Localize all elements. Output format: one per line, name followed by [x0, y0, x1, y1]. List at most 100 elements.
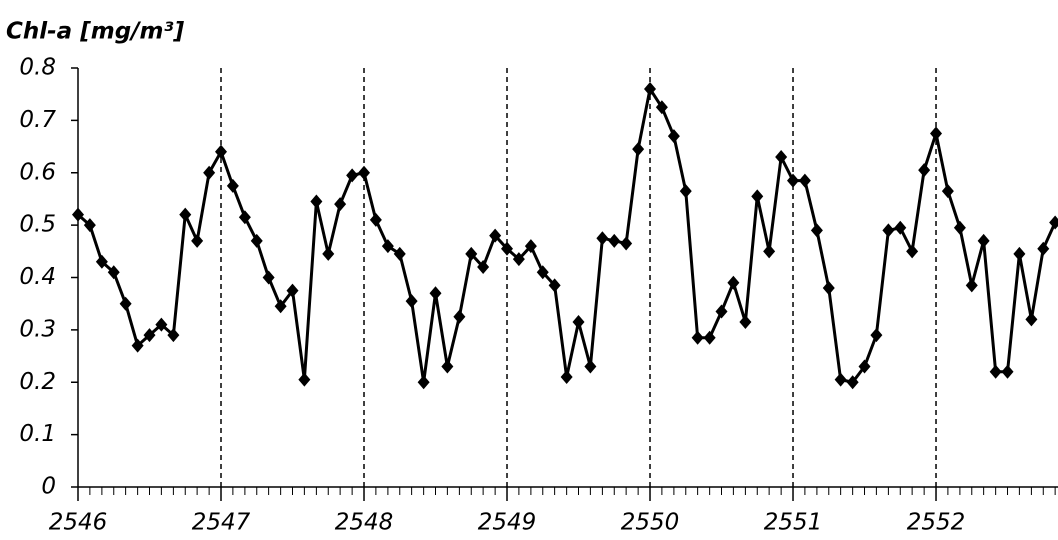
data-point	[930, 126, 943, 141]
data-point	[739, 315, 752, 330]
data-point	[763, 244, 776, 259]
data-point	[989, 364, 1002, 379]
data-point	[405, 294, 418, 309]
data-point	[131, 338, 144, 353]
data-point	[798, 173, 811, 188]
data-point	[941, 184, 954, 199]
data-point	[584, 359, 597, 374]
data-point	[381, 239, 394, 254]
x-tick-label: 2547	[192, 510, 251, 536]
data-point	[596, 231, 609, 246]
data-point	[322, 246, 335, 261]
y-tick-label: 0.5	[19, 212, 56, 238]
data-point	[226, 178, 239, 193]
data-point	[536, 265, 549, 280]
data-point	[894, 220, 907, 235]
y-tick-label: 0.1	[19, 421, 56, 447]
data-point	[977, 233, 990, 248]
data-point	[310, 194, 323, 209]
x-tick-label: 2550	[621, 510, 680, 536]
data-point	[358, 165, 371, 180]
data-point	[95, 254, 108, 269]
data-point	[512, 252, 525, 267]
data-point	[1013, 246, 1026, 261]
data-point	[787, 173, 800, 188]
data-point	[632, 142, 645, 157]
y-tick-label: 0.2	[19, 369, 56, 395]
x-tick-label: 2548	[335, 510, 394, 536]
data-point	[107, 265, 120, 280]
data-point	[167, 328, 180, 343]
data-point	[119, 296, 132, 311]
data-point	[644, 81, 657, 96]
data-point	[882, 223, 895, 238]
data-point	[334, 197, 347, 212]
data-point	[72, 207, 84, 222]
y-tick-label: 0.4	[19, 264, 56, 290]
data-point	[667, 129, 680, 144]
data-point	[524, 239, 537, 254]
data-point	[810, 223, 823, 238]
data-point	[834, 372, 847, 387]
x-tick-label: 2551	[764, 510, 823, 536]
data-point	[608, 233, 621, 248]
data-point	[143, 328, 156, 343]
data-point	[489, 228, 502, 243]
x-tick-label: 2549	[478, 510, 537, 536]
data-point	[191, 233, 204, 248]
data-point	[775, 150, 788, 165]
y-tick-label: 0.8	[19, 55, 56, 81]
data-point	[679, 184, 692, 199]
y-tick-label: 0.3	[19, 316, 56, 342]
chart-title: Chl-a [mg/m³]	[6, 19, 185, 45]
data-point	[655, 100, 668, 115]
data-point	[1025, 312, 1038, 327]
data-point	[715, 304, 728, 319]
data-point	[417, 375, 430, 390]
data-point	[155, 317, 168, 332]
data-point	[238, 210, 251, 225]
data-point	[572, 315, 585, 330]
data-point	[727, 275, 740, 290]
data-point	[501, 241, 514, 256]
data-point	[1001, 364, 1014, 379]
data-point	[298, 372, 311, 387]
data-point	[262, 270, 275, 285]
data-point	[83, 218, 96, 233]
data-point	[691, 330, 704, 345]
data-point	[965, 278, 978, 293]
data-point	[1037, 241, 1050, 256]
y-tick-label: 0	[41, 474, 56, 500]
data-point	[203, 165, 216, 180]
data-point	[369, 212, 382, 227]
y-tick-label: 0.6	[19, 159, 56, 185]
data-point	[703, 330, 716, 345]
x-tick-label: 2552	[907, 510, 966, 536]
data-point	[286, 283, 299, 298]
data-point	[274, 299, 287, 314]
data-point	[179, 207, 192, 222]
data-point	[1049, 215, 1058, 230]
data-point	[441, 359, 454, 374]
data-point	[477, 260, 490, 275]
data-point	[215, 144, 228, 159]
y-tick-label: 0.7	[19, 107, 56, 133]
data-point	[429, 286, 442, 301]
data-point	[858, 359, 871, 374]
data-point	[560, 370, 573, 385]
data-point	[906, 244, 919, 259]
data-point	[453, 309, 466, 324]
data-line	[77, 87, 1057, 384]
data-point	[465, 246, 478, 261]
data-point	[548, 278, 561, 293]
data-point	[346, 168, 359, 183]
data-point	[918, 163, 931, 178]
data-point	[250, 233, 263, 248]
data-point	[620, 236, 633, 251]
data-point	[393, 246, 406, 261]
x-tick-label: 2546	[49, 510, 108, 536]
data-point	[846, 375, 859, 390]
data-point	[822, 280, 835, 295]
data-point	[751, 189, 764, 204]
